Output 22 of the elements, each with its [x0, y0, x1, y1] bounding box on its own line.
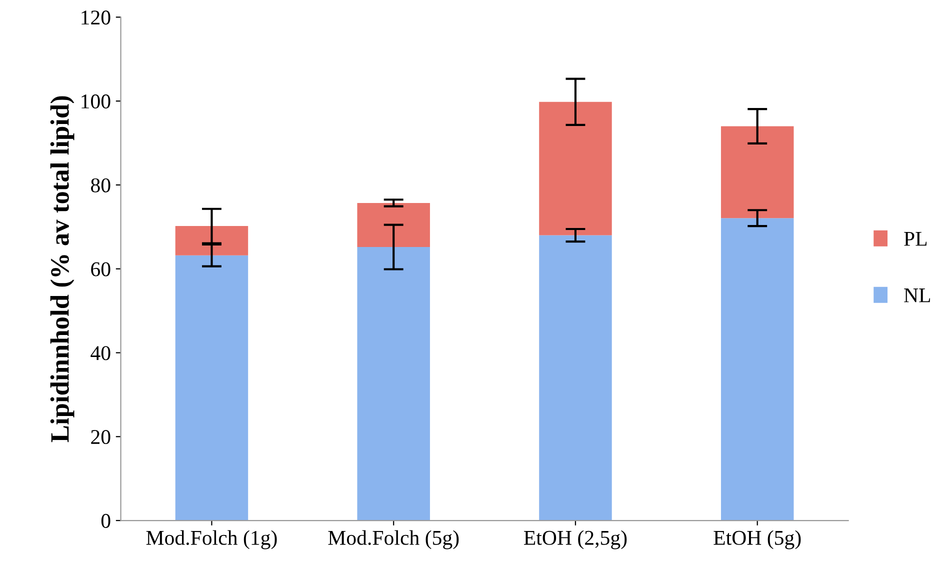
y-tick-label: 80	[91, 178, 110, 192]
y-tick-label: 60	[91, 262, 110, 276]
bar	[720, 218, 794, 521]
bar	[357, 247, 430, 521]
legend-label: NL	[904, 288, 930, 302]
y-axis-title: Lipidinnhold (% av total lipid)	[50, 96, 74, 442]
bar	[539, 102, 612, 236]
y-tick-label: 40	[90, 346, 110, 360]
x-tick-label: EtOH (2,5g)	[524, 530, 627, 550]
bar	[175, 226, 248, 256]
y-tick-label: 20	[91, 430, 110, 444]
bar	[720, 126, 794, 218]
x-tick-label: EtOH (5g)	[714, 530, 801, 550]
x-tick-label: Mod.Folch (1g)	[146, 530, 277, 550]
bar	[175, 255, 248, 521]
y-tick-label: 120	[82, 10, 110, 25]
y-tick-label: 0	[101, 514, 110, 528]
bar	[539, 235, 612, 521]
bar	[357, 202, 430, 248]
y-tick-label: 100	[82, 94, 110, 108]
legend-label: PL	[904, 232, 927, 246]
x-tick-label: Mod.Folch (5g)	[328, 530, 459, 550]
